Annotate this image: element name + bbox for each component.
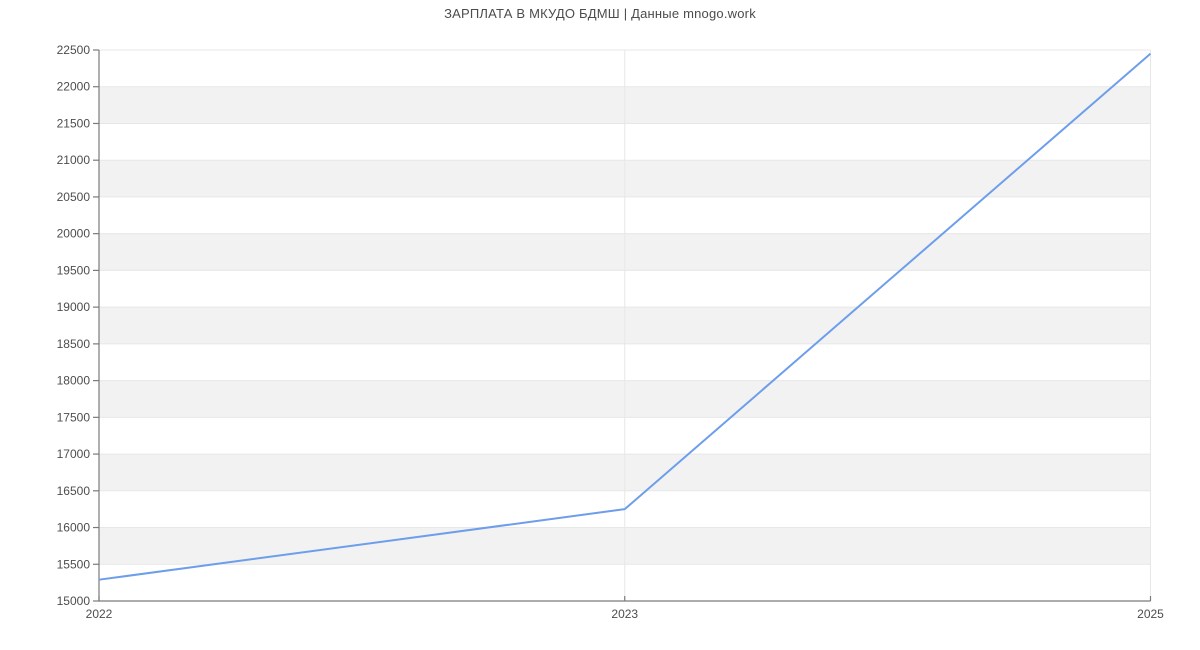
y-tick-label: 16000 <box>57 521 91 535</box>
y-tick-label: 18500 <box>57 337 91 351</box>
y-tick-label: 19000 <box>57 300 91 314</box>
y-tick-label: 15000 <box>57 594 91 608</box>
y-tick-label: 21500 <box>57 116 91 130</box>
y-tick-label: 18000 <box>57 374 91 388</box>
y-tick-label: 22500 <box>57 43 91 57</box>
y-tick-label: 19500 <box>57 263 91 277</box>
chart-title: ЗАРПЛАТА В МКУДО БДМШ | Данные mnogo.wor… <box>444 6 756 21</box>
y-tick-label: 17500 <box>57 410 91 424</box>
y-tick-label: 20500 <box>57 190 91 204</box>
y-tick-label: 16500 <box>57 484 91 498</box>
x-tick-label: 2022 <box>86 607 113 621</box>
y-tick-label: 20000 <box>57 227 91 241</box>
x-tick-label: 2023 <box>611 607 638 621</box>
y-tick-label: 17000 <box>57 447 91 461</box>
y-tick-label: 15500 <box>57 557 91 571</box>
y-tick-label: 22000 <box>57 80 91 94</box>
x-tick-label: 2025 <box>1137 607 1164 621</box>
salary-data-line <box>98 52 1152 581</box>
y-tick-label: 21000 <box>57 153 91 167</box>
